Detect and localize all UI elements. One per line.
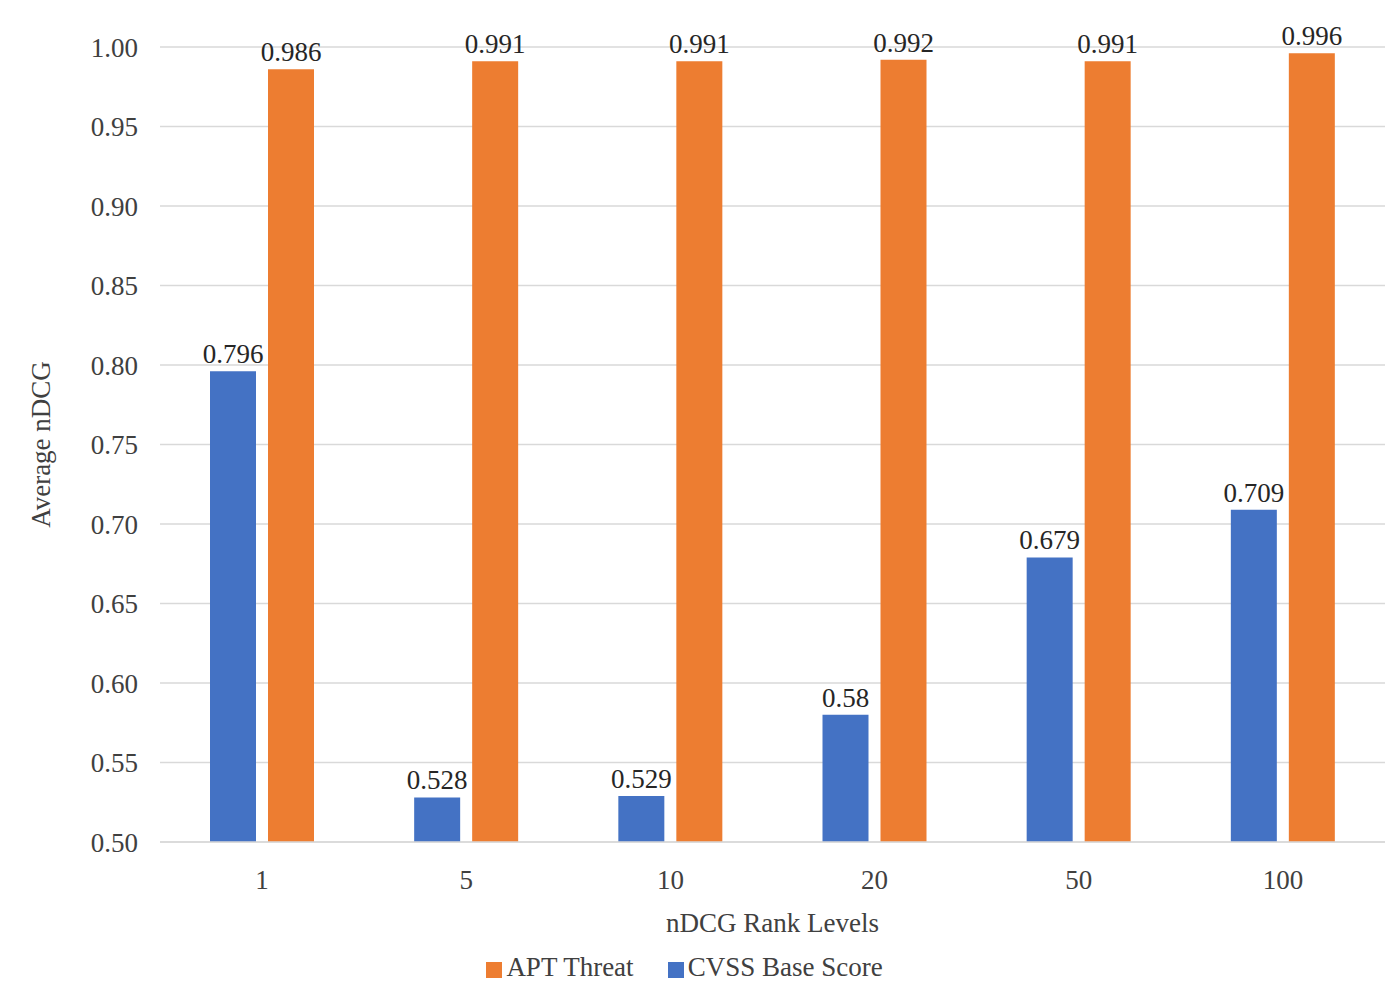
svg-text:nDCG Rank Levels: nDCG Rank Levels xyxy=(666,908,879,938)
html-text:APT Threat: APT Threat xyxy=(506,952,634,982)
svg-text:0.58: 0.58 xyxy=(822,683,869,713)
svg-text:0.65: 0.65 xyxy=(91,589,138,619)
svg-text:0.991: 0.991 xyxy=(465,29,526,59)
svg-text:0.986: 0.986 xyxy=(261,37,322,67)
svg-text:0.992: 0.992 xyxy=(873,28,934,58)
svg-text:0.529: 0.529 xyxy=(611,764,672,794)
svg-text:10: 10 xyxy=(657,865,684,895)
svg-text:0.528: 0.528 xyxy=(407,765,468,795)
svg-text:20: 20 xyxy=(861,865,888,895)
svg-text:0.679: 0.679 xyxy=(1019,525,1080,555)
svg-text:1: 1 xyxy=(255,865,269,895)
svg-text:Average nDCG: Average nDCG xyxy=(26,361,56,528)
svg-text:0.709: 0.709 xyxy=(1223,478,1284,508)
svg-text:0.796: 0.796 xyxy=(203,339,264,369)
svg-text:0.991: 0.991 xyxy=(669,29,730,59)
svg-text:0.95: 0.95 xyxy=(91,112,138,142)
svg-text:0.90: 0.90 xyxy=(91,192,138,222)
svg-text:0.50: 0.50 xyxy=(91,828,138,858)
svg-text:0.996: 0.996 xyxy=(1281,21,1342,51)
html-text:CVSS Base Score: CVSS Base Score xyxy=(687,952,883,982)
svg-text:0.991: 0.991 xyxy=(1077,29,1138,59)
svg-text:0.70: 0.70 xyxy=(91,510,138,540)
svg-text:0.55: 0.55 xyxy=(91,748,138,778)
svg-text:100: 100 xyxy=(1263,865,1304,895)
svg-text:5: 5 xyxy=(460,865,474,895)
svg-text:0.80: 0.80 xyxy=(91,351,138,381)
svg-text:0.60: 0.60 xyxy=(91,669,138,699)
svg-text:50: 50 xyxy=(1065,865,1092,895)
svg-text:1.00: 1.00 xyxy=(91,33,138,63)
svg-text:0.85: 0.85 xyxy=(91,271,138,301)
svg-text:0.75: 0.75 xyxy=(91,430,138,460)
